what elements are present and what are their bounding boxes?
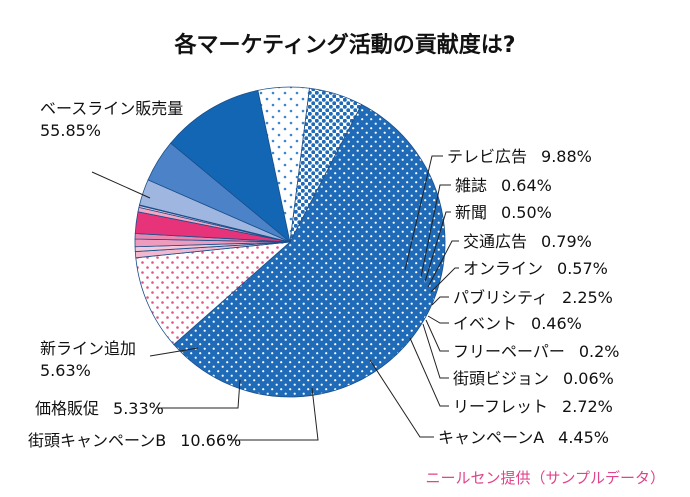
leader-line bbox=[404, 155, 443, 271]
leader-line bbox=[420, 184, 451, 278]
slice-label: パブリシティ 2.25% bbox=[453, 288, 613, 307]
leader-line bbox=[409, 337, 449, 407]
slice-label-name: リーフレット bbox=[453, 397, 548, 416]
slice-value: 55.85% bbox=[40, 121, 101, 140]
slice-value: 0.50% bbox=[501, 203, 552, 222]
slice-label: 街頭ビジョン 0.06% bbox=[453, 369, 614, 388]
leader-line bbox=[91, 171, 151, 199]
chart-title: 各マーケティング活動の貢献度は? bbox=[173, 32, 515, 58]
pie-slices bbox=[134, 86, 446, 398]
leader-line bbox=[427, 240, 459, 288]
pie-slice bbox=[135, 241, 292, 346]
slice-label: オンライン 0.57% bbox=[463, 259, 608, 278]
slice-label-name: 交通広告 bbox=[463, 232, 527, 251]
slice-label-name: 街頭キャンペーンB bbox=[28, 431, 166, 450]
leader-lines bbox=[91, 155, 459, 441]
pie-slice bbox=[289, 87, 363, 243]
slice-label: 雑誌 0.64% bbox=[455, 176, 552, 195]
slice-value: 5.33% bbox=[113, 399, 164, 418]
leader-line bbox=[430, 267, 459, 293]
slice-label: テレビ広告 9.88% bbox=[447, 147, 592, 166]
slice-label: ベースライン販売量 bbox=[40, 99, 183, 118]
slice-value: 4.45% bbox=[558, 428, 609, 447]
slice-value: 0.64% bbox=[501, 176, 552, 195]
slice-label-name: パブリシティ bbox=[453, 288, 548, 307]
slice-label-name: 新聞 bbox=[455, 203, 487, 222]
slice-value: 0.46% bbox=[531, 314, 582, 333]
slice-label: 街頭キャンペーンB 10.66% bbox=[28, 431, 241, 450]
leader-line bbox=[425, 319, 449, 352]
source-note: ニールセン提供（サンプルデータ） bbox=[425, 469, 665, 487]
slice-label-name: キャンペーンA bbox=[438, 428, 544, 447]
slice-value: 5.63% bbox=[40, 361, 91, 380]
slice-label: イベント 0.46% bbox=[453, 314, 582, 333]
slice-label: 交通広告 0.79% bbox=[463, 232, 592, 251]
slice-label: 新ライン追加 bbox=[40, 339, 136, 358]
slice-value: 0.79% bbox=[541, 232, 592, 251]
slice-value: 0.57% bbox=[557, 259, 608, 278]
leader-line bbox=[422, 323, 449, 379]
slice-value: 10.66% bbox=[180, 431, 241, 450]
slice-labels: ベースライン販売量 55.85% テレビ広告 9.88% 雑誌 0.64% 新聞 0.50% 交… bbox=[28, 99, 620, 450]
slice-label: キャンペーンA 4.45% bbox=[438, 428, 609, 447]
slice-label-name: 街頭ビジョン bbox=[453, 369, 549, 388]
leader-line bbox=[369, 359, 434, 438]
slice-label: 新聞 0.50% bbox=[455, 203, 552, 222]
slice-label-name: 価格販促 bbox=[35, 399, 99, 418]
slice-label-name: 雑誌 bbox=[455, 176, 487, 195]
slice-label: リーフレット 2.72% bbox=[453, 397, 613, 416]
slice-label-name: テレビ広告 bbox=[447, 147, 527, 166]
slice-value: 2.25% bbox=[562, 288, 613, 307]
slice-label-name: イベント bbox=[453, 314, 517, 333]
slice-label-name: オンライン bbox=[463, 259, 543, 278]
leader-line bbox=[431, 296, 449, 306]
slice-value: 9.88% bbox=[541, 147, 592, 166]
slice-label: フリーペーパー 0.2% bbox=[453, 342, 620, 361]
pie-slice bbox=[173, 103, 446, 398]
leader-line bbox=[427, 315, 449, 324]
leader-line bbox=[149, 347, 199, 357]
leader-line bbox=[156, 379, 241, 409]
slice-label-name: フリーペーパー bbox=[453, 342, 565, 361]
slice-value: 0.06% bbox=[563, 369, 614, 388]
pie-slice bbox=[170, 89, 291, 244]
slice-value: 0.2% bbox=[579, 342, 620, 361]
slice-value: 2.72% bbox=[562, 397, 613, 416]
leader-line bbox=[228, 387, 319, 441]
leader-line bbox=[424, 211, 451, 283]
slice-label: 価格販促 5.33% bbox=[35, 399, 164, 418]
